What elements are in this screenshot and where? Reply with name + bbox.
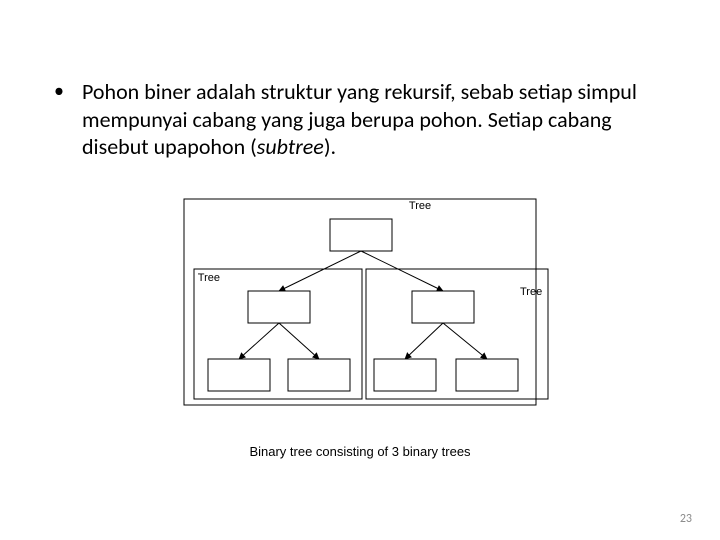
bullet-text-italic: subtree — [257, 133, 324, 160]
node-rr — [456, 359, 518, 391]
bullet-marker: • — [54, 78, 82, 161]
tree-diagram-svg: Tree Tree Tree — [160, 195, 560, 425]
bullet-text: Pohon biner adalah struktur yang rekursi… — [82, 78, 654, 161]
page-number: 23 — [680, 512, 692, 526]
frame-label-left: Tree — [198, 272, 220, 284]
node-l — [248, 291, 310, 323]
node-rl — [374, 359, 436, 391]
node-lr — [288, 359, 350, 391]
node-r — [412, 291, 474, 323]
edge-root-r — [361, 251, 443, 291]
bullet-block: • Pohon biner adalah struktur yang rekur… — [54, 78, 654, 161]
edge-r-rr — [443, 323, 487, 359]
diagram-caption: Binary tree consisting of 3 binary trees — [0, 444, 720, 459]
bullet-text-tail: ). — [324, 133, 336, 160]
frame-label-right: Tree — [520, 286, 542, 298]
frame-label-outer: Tree — [409, 200, 431, 212]
bullet-item: • Pohon biner adalah struktur yang rekur… — [54, 78, 654, 161]
node-ll — [208, 359, 270, 391]
edge-root-l — [279, 251, 361, 291]
edge-l-lr — [279, 323, 319, 359]
edge-r-rl — [405, 323, 443, 359]
bullet-text-part1: Pohon biner adalah struktur yang rekursi… — [82, 78, 637, 160]
edge-l-ll — [239, 323, 279, 359]
tree-diagram: Tree Tree Tree — [160, 195, 560, 455]
slide: • Pohon biner adalah struktur yang rekur… — [0, 0, 720, 540]
node-root — [330, 219, 392, 251]
